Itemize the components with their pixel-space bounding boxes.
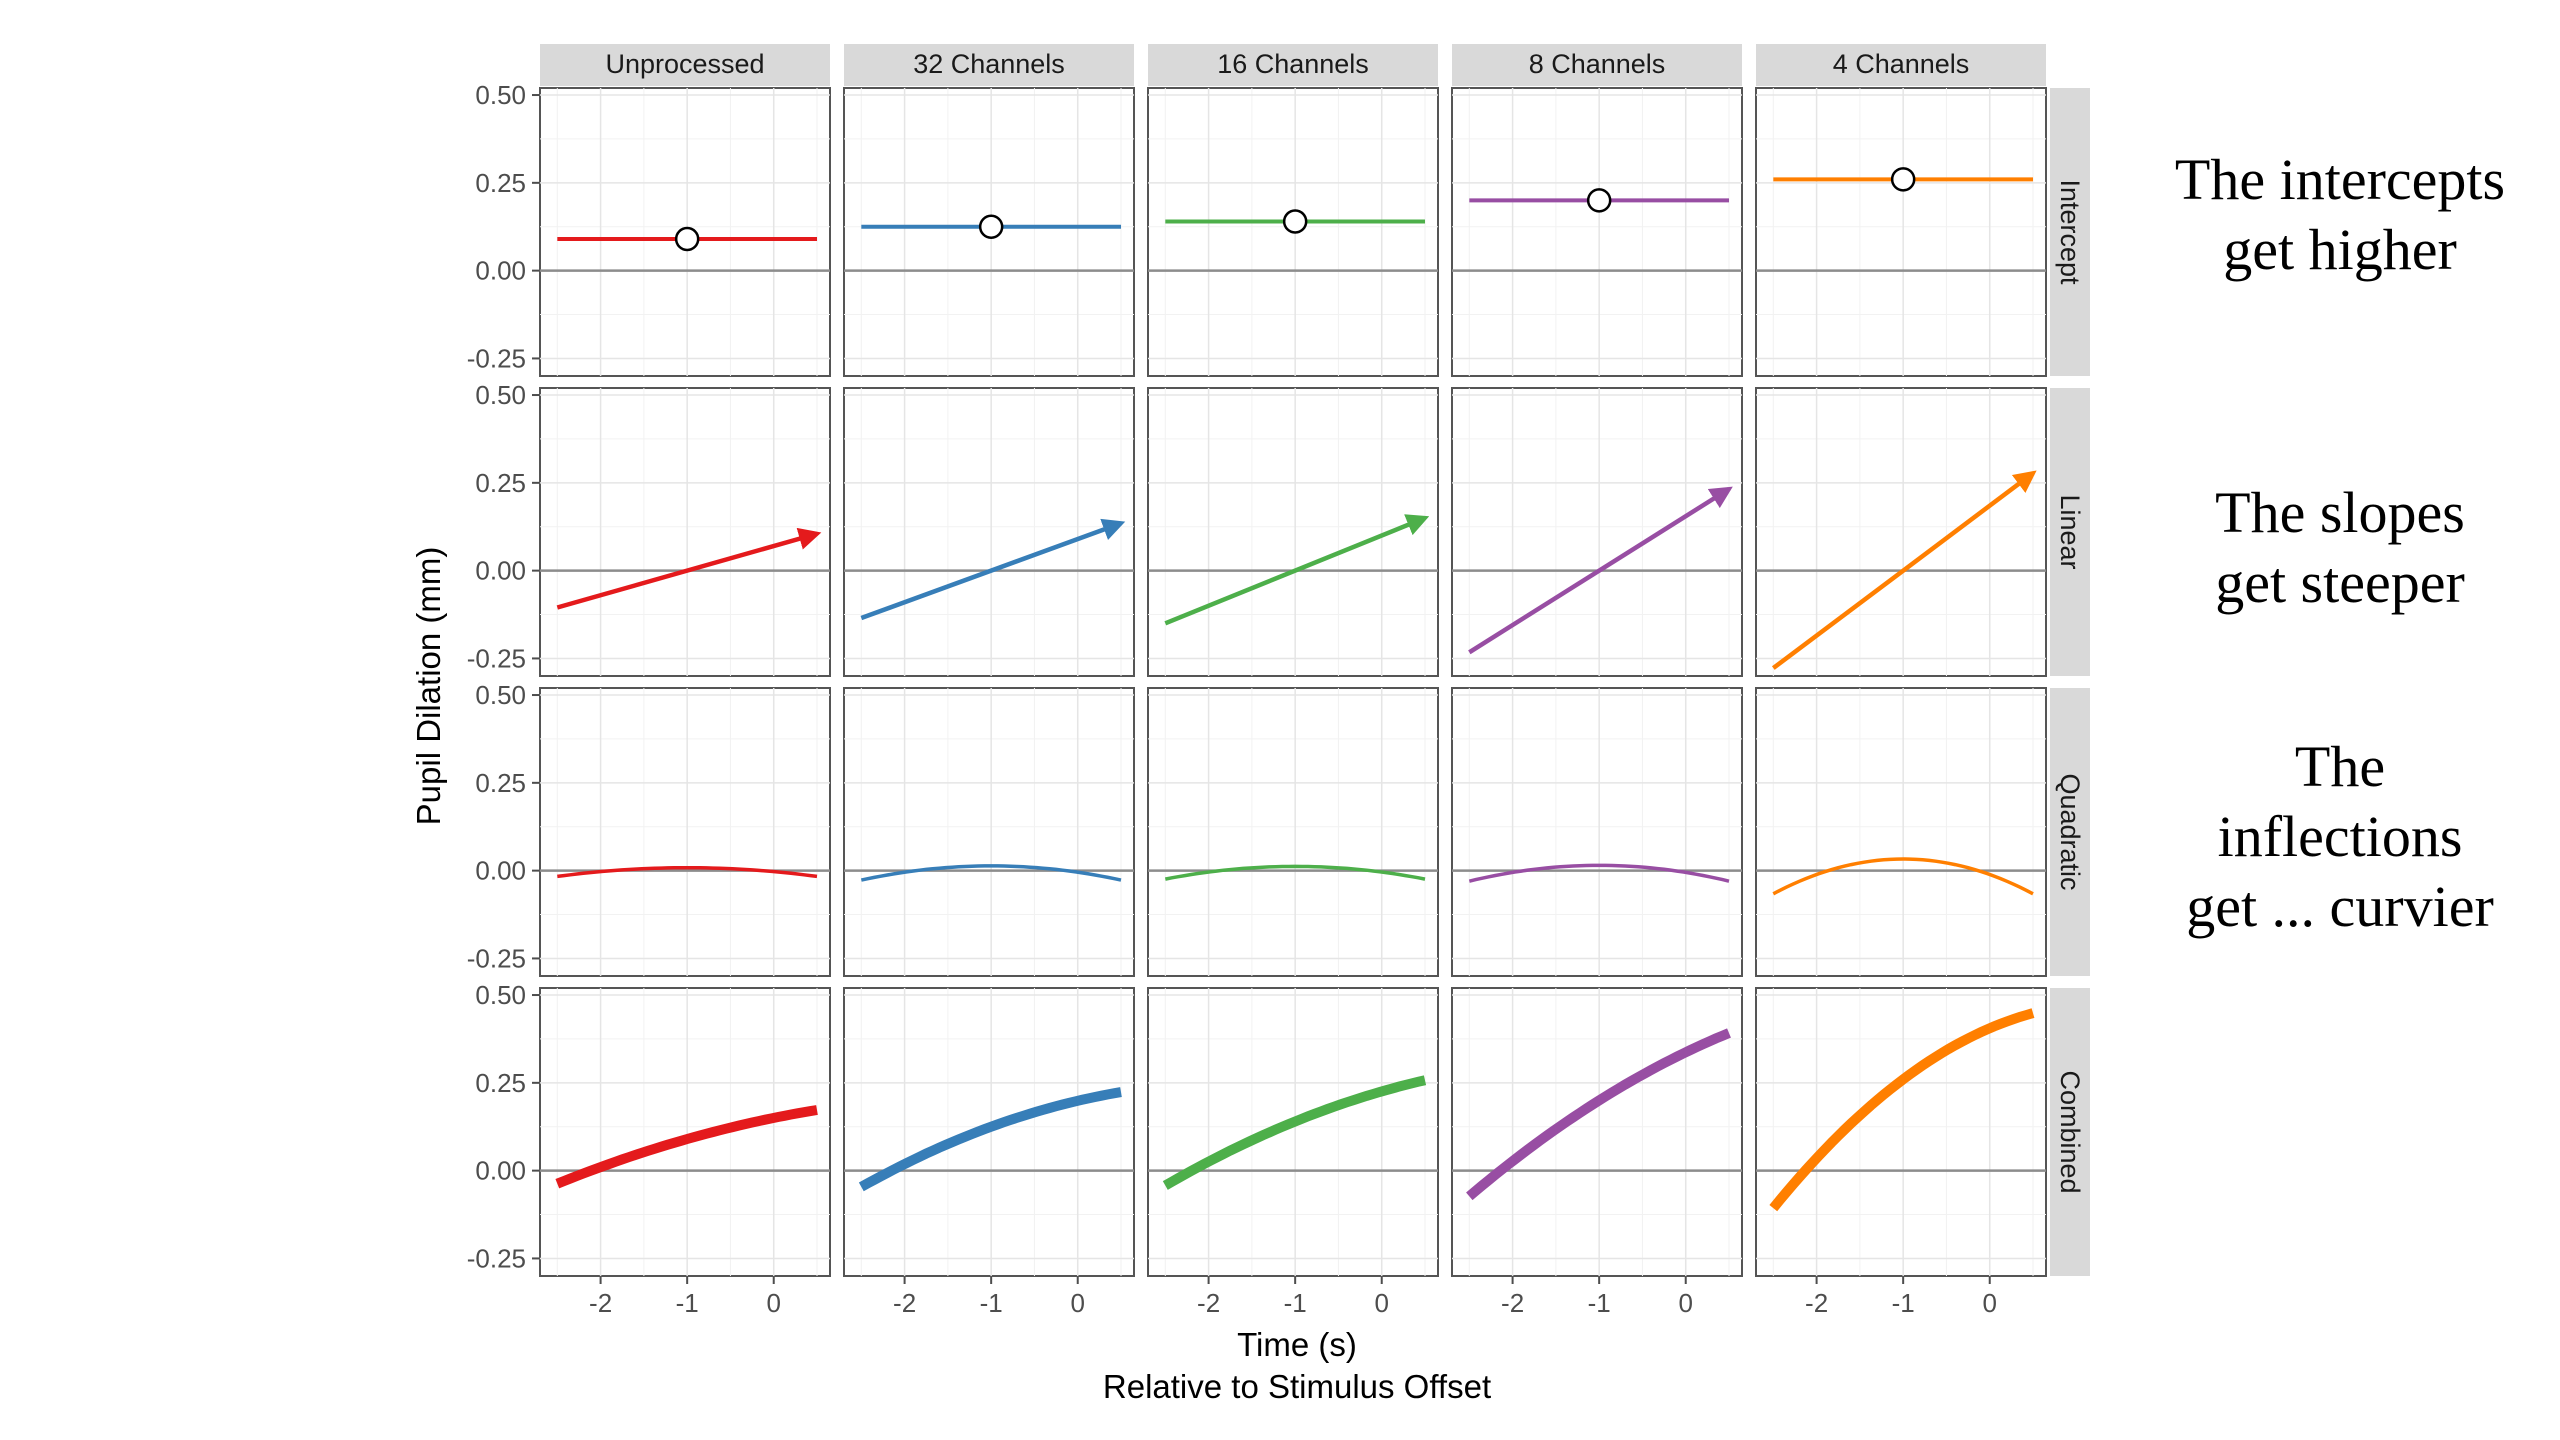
intercept-point (674, 226, 700, 252)
column-strip-label: 16 Channels (1217, 49, 1369, 79)
x-tick-label: -1 (1284, 1288, 1307, 1318)
row-strip-label: Linear (2055, 494, 2085, 569)
column-strip (1148, 44, 1438, 86)
panels-layer: Unprocessed 32 Channels 16 Channels 8 Chann… (467, 44, 2090, 1318)
x-tick-label: 0 (1982, 1288, 1996, 1318)
x-tick-label: 0 (1070, 1288, 1084, 1318)
x-tick-label: -1 (676, 1288, 699, 1318)
y-axis-title: Pupil Dilation (mm) (410, 547, 447, 826)
series-line-linear (1164, 514, 1430, 626)
row-strip (2050, 688, 2090, 976)
intercept-point (1586, 188, 1612, 213)
row-strip (2050, 88, 2090, 376)
series-line-combined (1162, 1075, 1427, 1190)
annotation-intercepts-line-2: get higher (2223, 217, 2457, 282)
annotation-inflections: The inflections get ... curvier (2130, 732, 2550, 942)
column-strip-label: 4 Channels (1833, 49, 1970, 79)
series-line-linear (860, 518, 1126, 621)
series-line-linear (1771, 470, 2037, 670)
column-strip (1452, 44, 1742, 86)
x-tick-label: -1 (1588, 1288, 1611, 1318)
column-strip (1756, 44, 2046, 86)
x-tick-label: 0 (1678, 1288, 1692, 1318)
y-tick-label: 0.50 (475, 80, 526, 110)
x-tick-label: -1 (980, 1288, 1003, 1318)
panel-background (843, 387, 1135, 677)
panel-background (843, 687, 1135, 977)
column-strip-label: Unprocessed (605, 49, 764, 79)
row-strip-label: Combined (2055, 1070, 2085, 1193)
y-tick-label: 0.50 (475, 680, 526, 710)
series-line-quadratic (557, 865, 818, 879)
y-tick-label: 0.25 (475, 168, 526, 198)
x-tick-label: 0 (1374, 1288, 1388, 1318)
y-tick-label: 0.00 (475, 556, 526, 586)
annotation-slopes-line-1: The slopes (2215, 480, 2465, 545)
y-tick-label: 0.50 (475, 980, 526, 1010)
series-line-quadratic (1772, 857, 2034, 896)
x-tick-label: -2 (1805, 1288, 1828, 1318)
row-strip (2050, 388, 2090, 676)
annotation-inflections-line-1: The (2294, 734, 2386, 799)
row-strip-label: Intercept (2055, 179, 2085, 285)
intercept-point (1282, 209, 1308, 234)
annotation-inflections-line-3: get ... curvier (2186, 874, 2494, 939)
x-tick-label: -2 (1197, 1288, 1220, 1318)
y-tick-label: 0.50 (475, 380, 526, 410)
intercept-point (978, 214, 1004, 239)
y-tick-label: 0.00 (475, 856, 526, 886)
panel-background (1451, 87, 1743, 377)
panel-background (1755, 87, 2047, 377)
panel-background (1755, 387, 2047, 677)
annotation-inflections-line-2: inflections (2217, 804, 2463, 869)
panel-background (1147, 687, 1439, 977)
series-line-combined (555, 1105, 818, 1189)
y-tick-label: 0.00 (475, 256, 526, 286)
x-tick-label: -2 (589, 1288, 612, 1318)
column-strip (540, 44, 830, 86)
panel-background (1755, 987, 2047, 1277)
panel-background (539, 687, 831, 977)
row-strip (2050, 988, 2090, 1276)
y-tick-label: -0.25 (467, 943, 526, 973)
y-tick-label: 0.25 (475, 1068, 526, 1098)
x-axis-subtitle: Relative to Stimulus Offset (1103, 1368, 1491, 1405)
y-tick-label: 0.25 (475, 768, 526, 798)
column-strip-label: 8 Channels (1529, 49, 1666, 79)
panel-background (1451, 987, 1743, 1277)
series-line-quadratic (860, 864, 1122, 882)
x-tick-label: 0 (766, 1288, 780, 1318)
panel-background (539, 387, 831, 677)
annotation-slopes: The slopes get steeper (2130, 478, 2550, 618)
panel-background (1147, 987, 1439, 1277)
y-tick-label: 0.00 (475, 1156, 526, 1186)
annotation-slopes-line-2: get steeper (2215, 550, 2465, 615)
column-strip (844, 44, 1134, 86)
intercept-point (1890, 167, 1916, 192)
row-strip-label: Quadratic (2055, 773, 2085, 890)
series-line-combined (1769, 1008, 2035, 1212)
x-tick-label: -2 (1501, 1288, 1524, 1318)
annotation-intercepts-line-1: The intercepts (2174, 147, 2506, 212)
series-line-quadratic (1468, 863, 1730, 883)
y-tick-label: -0.25 (467, 643, 526, 673)
y-tick-label: -0.25 (467, 343, 526, 373)
x-tick-label: -1 (1892, 1288, 1915, 1318)
y-tick-label: 0.25 (475, 468, 526, 498)
panel-background (1755, 687, 2047, 977)
column-strip-label: 32 Channels (913, 49, 1065, 79)
panel-background (1451, 687, 1743, 977)
panel-background (539, 987, 831, 1277)
annotation-intercepts: The intercepts get higher (2130, 145, 2550, 285)
panel-background (1451, 387, 1743, 677)
y-tick-label: -0.25 (467, 1243, 526, 1273)
x-tick-label: -2 (893, 1288, 916, 1318)
series-line-linear (556, 527, 822, 610)
x-axis-title: Time (s) (1237, 1326, 1357, 1363)
series-line-quadratic (1164, 864, 1426, 881)
series-line-linear (1468, 486, 1733, 655)
series-line-combined (858, 1087, 1122, 1192)
series-line-combined (1466, 1028, 1731, 1201)
